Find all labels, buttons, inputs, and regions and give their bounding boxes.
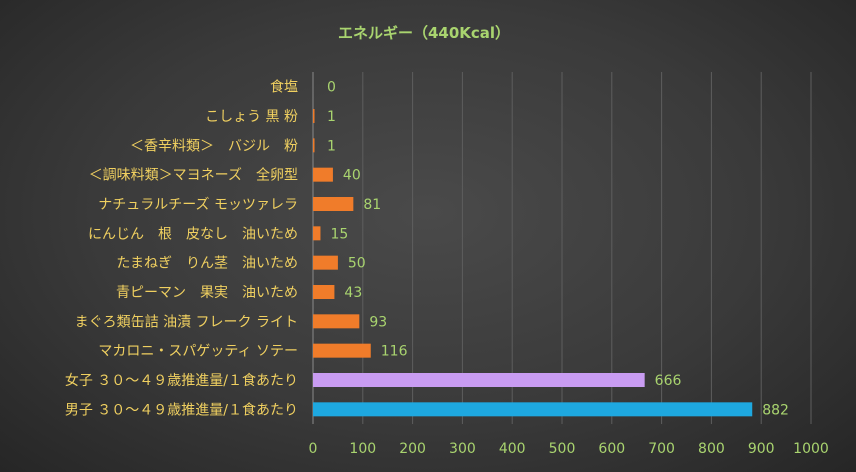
x-tick-label: 100 (349, 441, 376, 457)
x-tick-label: 200 (399, 441, 426, 457)
bar (313, 197, 354, 211)
x-tick-label: 700 (648, 441, 675, 457)
category-label: 青ピーマン 果実 油いため (116, 285, 298, 301)
data-label: 81 (363, 197, 381, 213)
data-label: 1 (327, 138, 336, 154)
data-label: 666 (655, 373, 682, 389)
category-label: 男子 ３０～４９歳推進量/１食あたり (65, 401, 298, 418)
bar (313, 138, 315, 153)
category-label: ＜香辛料類＞ バジル 粉 (130, 138, 298, 154)
category-label: にんじん 根 皮なし 油いため (88, 226, 298, 242)
data-label: 882 (762, 402, 789, 418)
x-tick-label: 300 (449, 441, 476, 457)
category-label: 女子 ３０～４９歳推進量/１食あたり (65, 372, 298, 389)
x-tick-labels: 0 100 200 300 400 500 600 700 800 900 1000 (309, 441, 829, 457)
x-tick-label: 0 (309, 441, 318, 457)
bar (313, 226, 321, 241)
bar (313, 343, 371, 358)
category-label: たまねぎ りん茎 油いため (116, 256, 298, 272)
data-label: 116 (381, 344, 408, 360)
bars (313, 109, 753, 417)
data-label: 1 (327, 109, 336, 125)
data-label: 50 (348, 256, 366, 272)
bar (313, 255, 338, 270)
data-label: 15 (330, 226, 348, 242)
category-label: まぐろ類缶詰 油漬 フレーク ライト (75, 314, 298, 330)
x-tick-label: 500 (549, 441, 576, 457)
data-label: 0 (327, 80, 336, 96)
category-label: 食塩 (270, 79, 298, 96)
bar (313, 109, 315, 123)
category-label: マカロニ・スパゲッティ ソテー (98, 344, 298, 360)
x-tick-label: 900 (748, 441, 775, 457)
data-label: 40 (343, 168, 361, 184)
category-label: ナチュラルチーズ モッツァレラ (98, 197, 298, 213)
bar (313, 167, 333, 182)
data-label: 93 (369, 314, 387, 330)
x-tick-label: 400 (499, 441, 526, 457)
data-label: 43 (344, 285, 362, 301)
chart-title: エネルギー（440Kcal） (338, 24, 510, 42)
x-tick-label: 600 (598, 441, 625, 457)
x-tick-label: 1000 (793, 441, 829, 457)
bar (313, 314, 360, 329)
bar (313, 285, 335, 299)
grid-lines (362, 72, 812, 424)
bar (313, 373, 645, 387)
x-tick-label: 800 (698, 441, 725, 457)
bar (313, 402, 753, 417)
category-label: ＜調味料類＞マヨネーズ 全卵型 (89, 167, 298, 184)
category-label: こしょう 黒 粉 (205, 109, 298, 125)
